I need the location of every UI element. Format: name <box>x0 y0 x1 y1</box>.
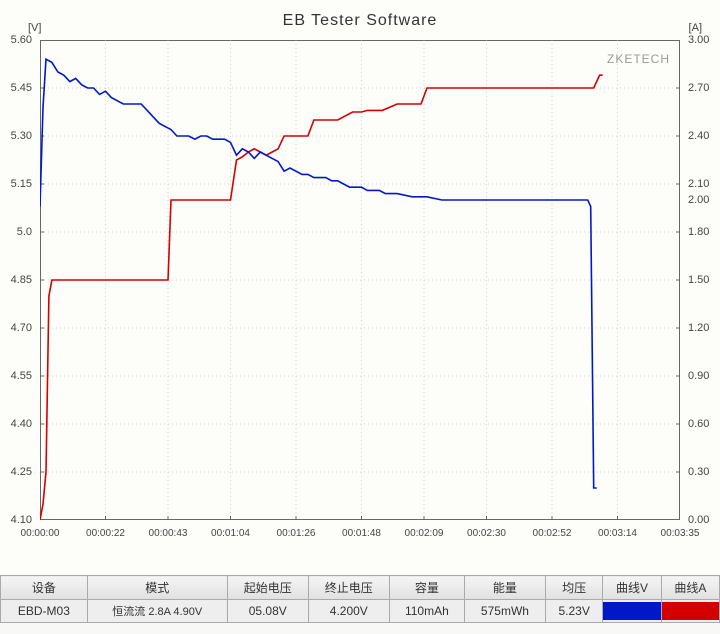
chart-area: EB Tester Software [V] [A] ZKETECH 4.104… <box>0 0 720 575</box>
y-right-tick-label: 0.90 <box>688 370 716 382</box>
y-left-tick-label: 4.25 <box>4 466 32 478</box>
col-curve-a: 曲线A <box>661 576 719 600</box>
x-tick-label: 00:02:09 <box>405 528 444 539</box>
col-device: 设备 <box>1 576 88 600</box>
x-tick-label: 00:03:14 <box>598 528 637 539</box>
y-left-tick-label: 5.0 <box>4 226 32 238</box>
y-right-tick-label: 0.00 <box>688 514 716 526</box>
col-end-v: 终止电压 <box>308 576 389 600</box>
y-right-tick-label: 2.00 <box>688 194 716 206</box>
swatch-v <box>603 602 660 620</box>
col-energy: 能量 <box>464 576 545 600</box>
cell-mode: 恒流流 2.8A 4.90V <box>87 600 227 623</box>
y-left-tick-label: 4.10 <box>4 514 32 526</box>
x-tick-label: 00:03:35 <box>661 528 700 539</box>
right-axis-unit: [A] <box>689 22 702 34</box>
x-tick-label: 00:00:22 <box>86 528 125 539</box>
y-right-tick-label: 1.80 <box>688 226 716 238</box>
x-tick-label: 00:02:30 <box>467 528 506 539</box>
y-left-tick-label: 4.55 <box>4 370 32 382</box>
swatch-a <box>662 602 719 620</box>
y-right-tick-label: 1.50 <box>688 274 716 286</box>
y-right-tick-label: 0.60 <box>688 418 716 430</box>
y-left-tick-label: 4.70 <box>4 322 32 334</box>
x-tick-label: 00:00:43 <box>149 528 188 539</box>
cell-avg-v: 5.23V <box>545 600 602 623</box>
col-start-v: 起始电压 <box>227 576 308 600</box>
y-right-tick-label: 2.70 <box>688 82 716 94</box>
y-left-tick-label: 5.30 <box>4 130 32 142</box>
x-tick-label: 00:00:00 <box>21 528 60 539</box>
cell-start-v: 05.08V <box>227 600 308 623</box>
y-left-tick-label: 4.40 <box>4 418 32 430</box>
y-right-tick-label: 0.30 <box>688 466 716 478</box>
y-left-tick-label: 5.45 <box>4 82 32 94</box>
table-header-row: 设备 模式 起始电压 终止电压 容量 能量 均压 曲线V 曲线A <box>1 576 720 600</box>
col-capacity: 容量 <box>389 576 464 600</box>
x-tick-label: 00:01:48 <box>342 528 381 539</box>
table-row: EBD-M03 恒流流 2.8A 4.90V 05.08V 4.200V 110… <box>1 600 720 623</box>
y-left-tick-label: 5.60 <box>4 34 32 46</box>
cell-end-v: 4.200V <box>308 600 389 623</box>
cell-swatch-v <box>603 600 661 623</box>
col-avg-v: 均压 <box>545 576 602 600</box>
cell-device: EBD-M03 <box>1 600 88 623</box>
y-left-tick-label: 5.15 <box>4 178 32 190</box>
y-right-tick-label: 2.10 <box>688 178 716 190</box>
x-tick-label: 00:01:26 <box>277 528 316 539</box>
cell-swatch-a <box>661 600 719 623</box>
y-right-tick-label: 2.40 <box>688 130 716 142</box>
cell-energy: 575mWh <box>464 600 545 623</box>
plot-svg <box>40 40 680 520</box>
y-right-tick-label: 1.20 <box>688 322 716 334</box>
cell-capacity: 110mAh <box>389 600 464 623</box>
left-axis-unit: [V] <box>28 22 41 34</box>
col-mode: 模式 <box>87 576 227 600</box>
col-curve-v: 曲线V <box>603 576 661 600</box>
y-right-tick-label: 3.00 <box>688 34 716 46</box>
data-table: 设备 模式 起始电压 终止电压 容量 能量 均压 曲线V 曲线A EBD-M03… <box>0 575 720 623</box>
x-tick-label: 00:02:52 <box>533 528 572 539</box>
x-tick-label: 00:01:04 <box>211 528 250 539</box>
y-left-tick-label: 4.85 <box>4 274 32 286</box>
chart-title: EB Tester Software <box>0 12 720 30</box>
